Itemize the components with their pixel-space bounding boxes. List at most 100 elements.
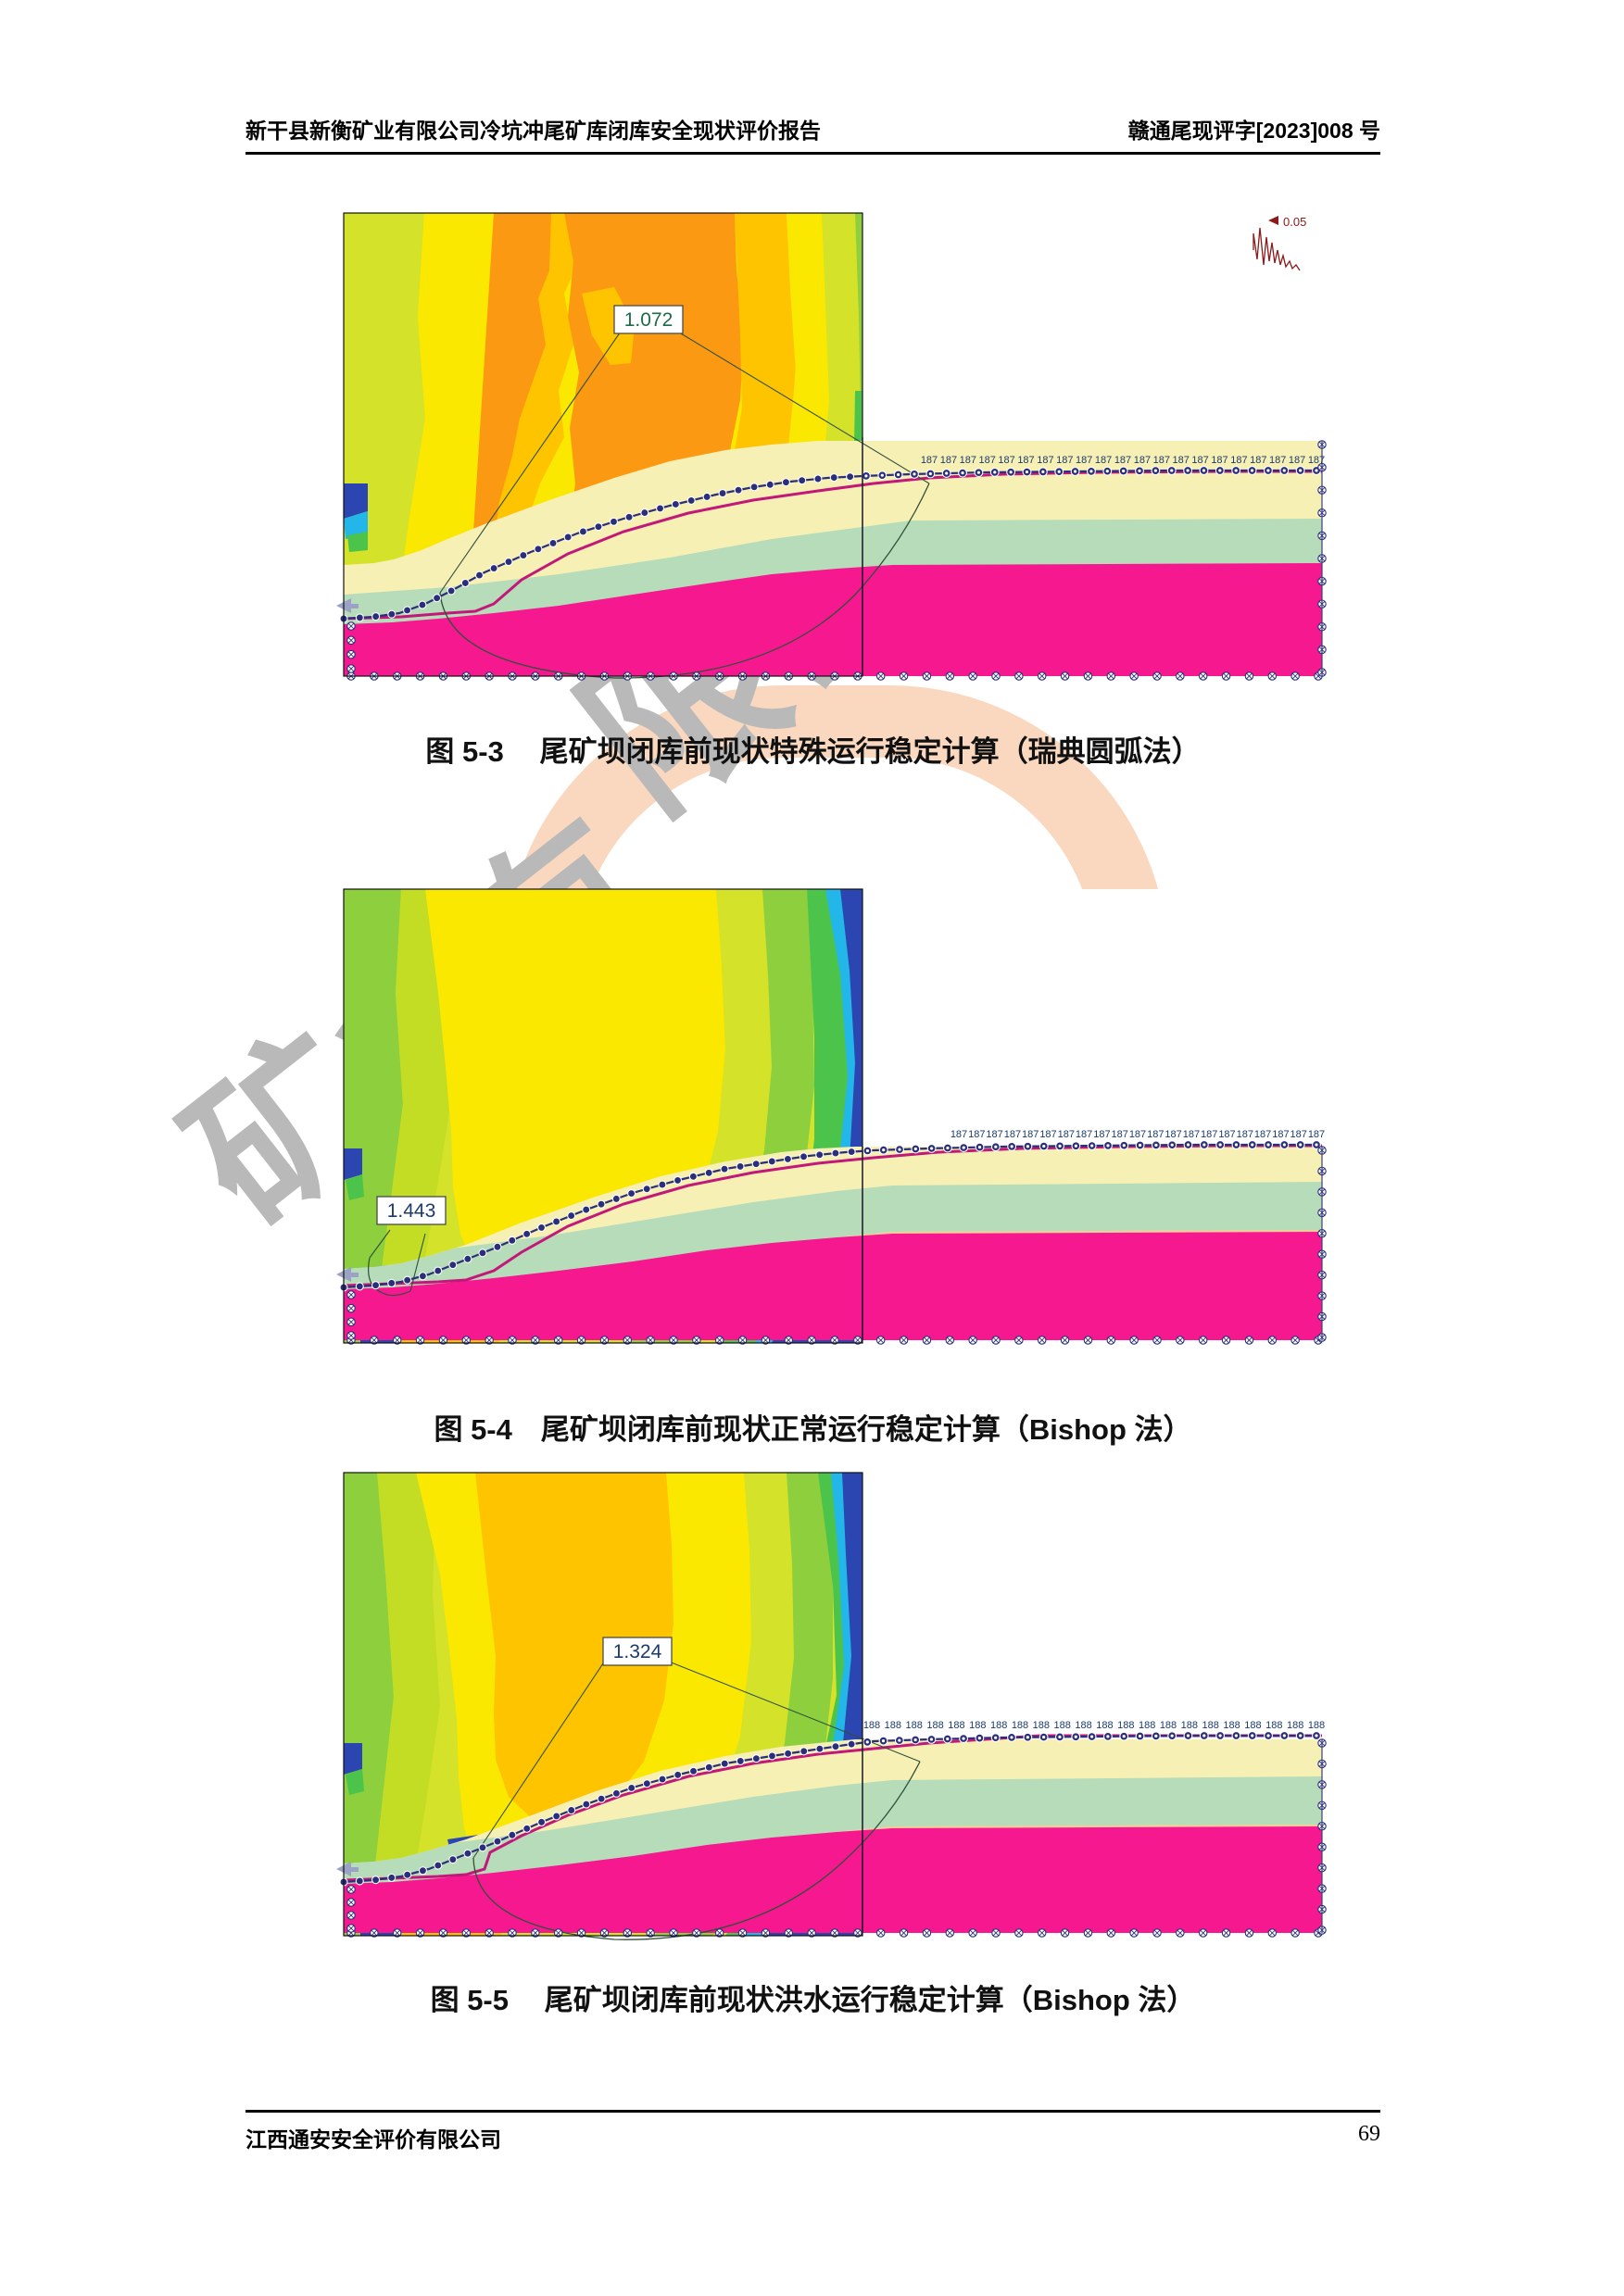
figure-5-5-caption: 图 5-5 尾矿坝闭库前现状洪水运行稳定计算（Bishop 法） — [245, 1976, 1380, 2018]
elevation-label: 188 — [1181, 1720, 1198, 1731]
elevation-label: 187 — [1269, 455, 1286, 466]
footer-page-number: 69 — [1358, 2122, 1380, 2146]
elevation-label: 187 — [1076, 455, 1092, 466]
elevation-label: 187 — [1290, 1129, 1307, 1140]
running-header: 新干县新衡矿业有限公司冷坑冲尾矿库闭库安全现状评价报告 赣通尾现评字[2023]… — [245, 113, 1380, 155]
elevation-label: 187 — [1173, 455, 1190, 466]
header-report-title: 新干县新衡矿业有限公司冷坑冲尾矿库闭库安全现状评价报告 — [245, 119, 821, 143]
safety-factor-callout: 1.443 — [376, 1196, 447, 1225]
elevation-label: 187 — [1183, 1129, 1200, 1140]
figure-5-4-caption-text: 尾矿坝闭库前现状正常运行稳定计算（Bishop 法） — [540, 1413, 1192, 1446]
elevation-label: 187 — [1076, 1129, 1092, 1140]
elevation-label: 188 — [990, 1720, 1007, 1731]
elevation-label: 188 — [1012, 1720, 1028, 1731]
elevation-label: 187 — [979, 455, 996, 466]
figure-5-4-caption-number: 图 5-4 — [434, 1413, 512, 1446]
figure-5-5-caption-number: 图 5-5 — [430, 1984, 509, 2016]
elevation-label: 187 — [1164, 1129, 1181, 1140]
elevation-label: 187 — [1289, 455, 1305, 466]
elevation-label: 188 — [1308, 1720, 1325, 1731]
elevation-label: 188 — [948, 1720, 964, 1731]
slip-radius-left — [472, 1646, 615, 1859]
elevation-label: 187 — [921, 455, 938, 466]
elevation-label: 187 — [1230, 455, 1247, 466]
elevation-label: 188 — [1202, 1720, 1219, 1731]
elevation-label: 187 — [1147, 1129, 1164, 1140]
seismic-coefficient-marker: 0.05 — [1253, 215, 1306, 271]
elevation-label: 187 — [1201, 1129, 1217, 1140]
figure-5-5-canvas: 1.324 188 188 188 188 188 188 188 188 188 188 188 1… — [336, 1472, 1327, 1940]
elevation-label: 188 — [926, 1720, 943, 1731]
boundary-support-nodes — [346, 1738, 1327, 1938]
elevation-label: 188 — [1287, 1720, 1303, 1731]
elevation-label: 187 — [1093, 1129, 1110, 1140]
phreatic-surface-line — [343, 1734, 1322, 1882]
figure-5-5: 1.324 188 188 188 188 188 188 188 188 188 188 188 1… — [336, 1465, 1337, 1956]
elevation-label: 188 — [1223, 1720, 1240, 1731]
contour-frame — [343, 888, 863, 1344]
elevation-label: 187 — [1308, 455, 1325, 466]
safety-factor-value: 1.443 — [387, 1200, 436, 1222]
footer-company-name: 江西通安安全评价有限公司 — [245, 2127, 501, 2152]
elevation-label: 188 — [1096, 1720, 1113, 1731]
elevation-label: 187 — [1153, 455, 1170, 466]
slip-radius-right — [645, 1651, 921, 1763]
elevation-label: 187 — [1218, 1129, 1235, 1140]
slip-radius-right — [409, 1233, 426, 1292]
figure-5-3: 1.072 187 187 187 187 187 187 187 187 187 187 187 1… — [336, 206, 1337, 706]
elevation-label: 187 — [1004, 1129, 1021, 1140]
elevation-label: 188 — [1075, 1720, 1091, 1731]
slip-surface-arc — [368, 1257, 411, 1297]
elevation-label: 187 — [1095, 455, 1112, 466]
mesh-nodes-crest — [339, 1731, 1321, 1887]
elevation-label: 187 — [986, 1129, 1002, 1140]
boundary-support-nodes — [346, 1146, 1327, 1345]
crest-elevation-labels: 187 187 187 187 187 187 187 187 187 187 187 187 187 1… — [950, 1129, 1325, 1140]
elevation-label: 187 — [960, 455, 976, 466]
figure-5-4: 1.443 187 187 187 187 187 187 187 187 187 187 187 1… — [336, 882, 1337, 1363]
elevation-label: 187 — [1250, 455, 1266, 466]
elevation-label: 187 — [1272, 1129, 1289, 1140]
elevation-label: 187 — [1211, 455, 1227, 466]
crest-elevation-labels: 188 188 188 188 188 188 188 188 188 188 188 188 188 1… — [863, 1720, 1325, 1731]
elevation-label: 188 — [969, 1720, 986, 1731]
elevation-label: 187 — [1017, 455, 1034, 466]
bedrock-layer — [344, 1826, 1322, 1933]
contour-frame — [343, 212, 863, 677]
slip-radius-right — [661, 321, 930, 484]
safety-factor-callout: 1.324 — [602, 1637, 673, 1666]
figure-5-3-caption-text: 尾矿坝闭库前现状特殊运行稳定计算（瑞典圆弧法） — [539, 735, 1201, 768]
seismic-coefficient-value: 0.05 — [1283, 215, 1306, 229]
slip-radius-left — [439, 316, 632, 594]
elevation-label: 187 — [998, 455, 1014, 466]
elevation-label: 187 — [968, 1129, 985, 1140]
elevation-label: 188 — [1265, 1720, 1282, 1731]
running-footer: 江西通安安全评价有限公司 69 — [245, 2110, 1380, 2153]
elevation-label: 187 — [1254, 1129, 1271, 1140]
mesh-nodes-crest — [339, 1140, 1321, 1292]
elevation-label: 188 — [885, 1720, 901, 1731]
figure-5-4-caption: 图 5-4 尾矿坝闭库前现状正常运行稳定计算（Bishop 法） — [245, 1406, 1380, 1448]
elevation-label: 187 — [1022, 1129, 1039, 1140]
elevation-label: 188 — [1244, 1720, 1261, 1731]
elevation-label: 187 — [1112, 1129, 1128, 1140]
elevation-label: 187 — [1058, 1129, 1075, 1140]
elevation-label: 188 — [1117, 1720, 1134, 1731]
bedrock-layer — [344, 1232, 1322, 1340]
safety-factor-callout: 1.072 — [613, 305, 684, 334]
safety-factor-value: 1.072 — [624, 309, 674, 331]
elevation-label: 187 — [1037, 455, 1053, 466]
slip-surface-arc — [439, 483, 930, 679]
crest-elevation-labels: 187 187 187 187 187 187 187 187 187 187 187 187 187 1… — [921, 455, 1325, 466]
elevation-label: 187 — [940, 455, 957, 466]
elevation-label: 187 — [1308, 1129, 1325, 1140]
slip-surface-arc — [472, 1761, 921, 1940]
elevation-label: 187 — [950, 1129, 967, 1140]
elevation-label: 188 — [1139, 1720, 1155, 1731]
elevation-label: 188 — [863, 1720, 880, 1731]
header-document-code: 赣通尾现评字[2023]008 号 — [1127, 119, 1380, 143]
elevation-label: 187 — [1237, 1129, 1253, 1140]
elevation-label: 187 — [1191, 455, 1208, 466]
elevation-label: 188 — [1160, 1720, 1177, 1731]
